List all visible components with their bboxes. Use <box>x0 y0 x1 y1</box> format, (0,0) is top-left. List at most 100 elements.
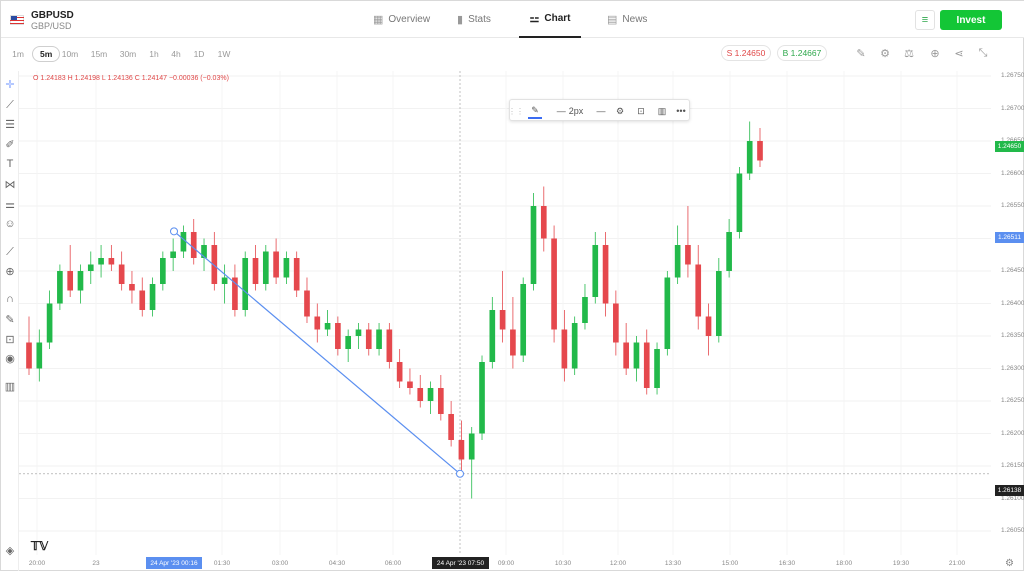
price-tick-label: 1.26350 <box>1001 332 1024 339</box>
candle-body <box>293 258 300 291</box>
text-icon[interactable]: T <box>6 158 14 170</box>
watchlist-add-icon: ≡ <box>921 14 929 26</box>
candle-body <box>674 245 681 278</box>
brush-icon[interactable]: ✐ <box>5 138 15 151</box>
instrument-symbol: GBPUSD <box>31 10 74 21</box>
candle-body <box>633 342 640 369</box>
lock-icon[interactable]: ⊡ <box>5 333 15 346</box>
time-tick-label: 15:00 <box>721 560 739 567</box>
price-tick-label: 1.26550 <box>1001 202 1024 209</box>
pattern-icon[interactable]: ⋈ <box>4 178 16 191</box>
time-tick-label: 19:30 <box>892 560 910 567</box>
draw-icon[interactable]: ✎ <box>856 47 866 60</box>
price-tick-label: 1.26450 <box>1001 267 1024 274</box>
candle-body <box>407 381 413 388</box>
collapse-icon[interactable]: ⤡ <box>978 46 988 59</box>
interval-1m[interactable]: 1m <box>12 49 24 59</box>
measure-settings-icon[interactable]: ⚌ <box>5 198 15 211</box>
trend-line-icon[interactable]: ⟋ <box>6 98 14 111</box>
candle-body <box>479 362 485 434</box>
add-icon[interactable]: ⊕ <box>930 47 940 60</box>
ruler-icon[interactable]: ⟋ <box>6 245 14 258</box>
time-tick-label: 09:00 <box>497 560 515 567</box>
candle-body <box>396 362 403 382</box>
candle-body <box>129 284 135 291</box>
line-style-icon[interactable]: — <box>596 106 606 116</box>
layers-icon[interactable]: ◈ <box>5 544 15 557</box>
trash-icon[interactable]: ▥ <box>4 380 16 393</box>
candle-body <box>582 297 588 323</box>
candle-body <box>427 388 434 401</box>
candle-body <box>314 316 321 330</box>
eye-icon[interactable]: ◉ <box>5 352 15 365</box>
candle-body <box>695 264 702 317</box>
candle-body <box>551 238 557 330</box>
line-color-icon[interactable]: ✎ <box>528 103 542 119</box>
delete-drawing-icon[interactable]: ▥ <box>657 105 667 116</box>
price-tick-label: 1.26600 <box>1001 169 1024 177</box>
sell-price-pill[interactable]: S 1.24650 <box>721 45 771 61</box>
emoji-icon[interactable]: ☺ <box>4 218 16 230</box>
lock-drawing-icon[interactable]: ✎ <box>5 313 15 326</box>
zoom-in-icon[interactable]: ⊕ <box>5 265 15 278</box>
interval-1w[interactable]: 1W <box>217 49 231 59</box>
time-tick-label: 06:00 <box>384 560 402 567</box>
price-chart[interactable] <box>19 71 991 555</box>
bars-icon: ▮ <box>457 14 464 26</box>
candle-body <box>520 284 527 356</box>
time-tick-label: 16:30 <box>778 560 796 567</box>
tab-chart[interactable]: ⚍ Chart <box>519 1 581 38</box>
time-tick-label: 13:30 <box>664 560 682 567</box>
fib-icon[interactable]: ☰ <box>5 118 15 131</box>
tab-news[interactable]: ▤ News <box>607 1 647 38</box>
candle-body <box>232 277 238 310</box>
interval-1d[interactable]: 1D <box>193 49 205 59</box>
indicators-icon[interactable]: ⚙ <box>880 47 890 60</box>
compare-icon[interactable]: ⚖ <box>904 47 914 60</box>
time-tick-label: 04:30 <box>328 560 346 567</box>
candle-body <box>613 303 619 343</box>
more-options-icon[interactable]: ••• <box>676 106 686 116</box>
interval-4h[interactable]: 4h <box>171 49 181 59</box>
drag-handle-icon[interactable]: ⋮⋮ <box>508 106 524 116</box>
document-icon: ▤ <box>607 14 618 26</box>
lock-drawing-button-icon[interactable]: ⊡ <box>637 105 645 116</box>
interval-10m[interactable]: 10m <box>61 49 79 59</box>
watchlist-add-button[interactable]: ≡ <box>915 10 935 30</box>
tab-stats[interactable]: ▮ Stats <box>457 1 491 38</box>
axis-settings-icon[interactable]: ⚙ <box>1005 558 1014 569</box>
candle-body <box>561 329 568 369</box>
settings-icon[interactable]: ⚙ <box>615 105 625 116</box>
time-tick-label: 21:00 <box>948 560 966 567</box>
candle-body <box>499 310 506 330</box>
line-width-button[interactable]: — 2px <box>555 103 585 119</box>
invest-button[interactable]: Invest <box>940 10 1002 30</box>
candle-body <box>571 323 578 369</box>
line-width-label: 2px <box>568 106 584 116</box>
current-price-label: 1.24650 <box>995 141 1024 152</box>
ohlc-readout: O 1.24183 H 1.24198 L 1.24136 C 1.24147 … <box>33 75 229 82</box>
crosshair-icon[interactable]: ✛ <box>5 78 15 91</box>
magnet-icon[interactable]: ∩ <box>6 293 14 305</box>
share-icon[interactable]: ⋖ <box>954 47 964 60</box>
interval-1h[interactable]: 1h <box>149 49 159 59</box>
candle-body <box>602 245 609 304</box>
gbp-usd-flag-icon <box>10 15 24 25</box>
candle-body <box>355 329 362 336</box>
candle-body <box>592 245 599 297</box>
interval-15m[interactable]: 15m <box>90 49 108 59</box>
trend-start-price-label: 1.26511 <box>995 232 1024 243</box>
tab-overview[interactable]: ▦ Overview <box>373 1 430 38</box>
buy-price-pill[interactable]: B 1.24667 <box>777 45 827 61</box>
candle-body <box>365 329 372 349</box>
candle-body <box>324 323 331 330</box>
tab-stats-label: Stats <box>468 14 491 25</box>
interval-30m[interactable]: 30m <box>119 49 137 59</box>
interval-5m[interactable]: 5m <box>32 46 61 62</box>
candle-body <box>180 232 187 252</box>
candle-body <box>149 284 156 310</box>
price-tick-label: 1.26300 <box>1001 364 1024 372</box>
trend-line-end-handle <box>456 469 464 478</box>
candle-body <box>685 245 691 265</box>
